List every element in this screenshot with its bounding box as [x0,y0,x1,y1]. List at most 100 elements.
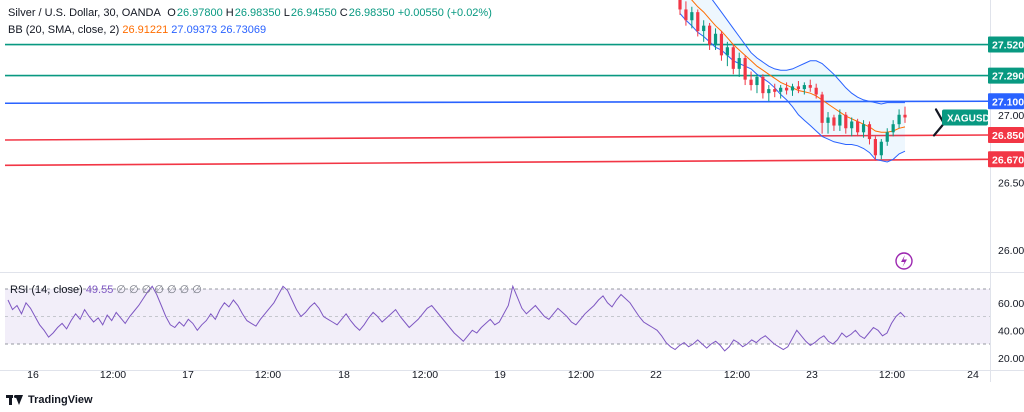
candle-body [737,58,741,69]
price-tick-label: 26.000 [998,245,1024,257]
candle-body [678,0,682,10]
bb-label: BB (20, SMA, close, 2) [8,24,120,36]
candle-body [885,132,889,142]
grid [0,0,1024,382]
close-label: C [339,7,348,19]
symbol-tag-label: XAGUSD [947,113,990,124]
tradingview-icon [6,395,24,405]
level-price-label: 27.290 [992,71,1024,83]
candlesticks [678,0,907,161]
bb-basis-value: 26.91221 [122,24,169,36]
candle-body [743,58,747,80]
rsi-line [7,284,906,352]
candle-body [879,141,883,156]
candle-body [779,87,783,92]
time-tick-label: 19 [494,369,506,381]
rsi-value: 49.55 [85,284,114,296]
bb-lower-value: 26.73069 [220,24,267,36]
candle-body [725,47,729,56]
open-value: 26.97800 [176,7,223,19]
change-value: +0.00550 (+0.02%) [397,7,492,19]
candle-body [719,33,724,56]
candle-body [850,121,854,129]
symbol-tag [942,109,988,126]
time-tick-label: 16 [27,369,39,381]
low-label: L [283,7,290,19]
level-price-tag [988,36,1024,53]
rsi-legend[interactable]: RSI (14, close) 49.55 ∅ ∅ ∅ ∅ ∅ ∅ ∅ [10,283,202,296]
bb-upper-value: 27.09373 [171,24,218,36]
time-tick-label: 18 [338,369,350,381]
time-tick-label: 12:00 [879,369,905,381]
time-tick-label: 12:00 [568,369,594,381]
candle-body [696,12,700,32]
time-axis[interactable]: 16 12:00 17 12:00 18 12:00 19 12:00 22 12:00 23 12:… [27,369,979,381]
horizontal-levels[interactable] [4,43,991,167]
tradingview-brand: TradingView [28,394,93,406]
candle-body [867,124,872,140]
level-line [4,100,991,105]
time-tick-label: 22 [650,369,662,381]
candle-body [814,87,818,95]
time-tick-label: 12:00 [412,369,438,381]
rsi-tick-label: 40.00 [998,325,1024,337]
level-price-tag [988,93,1024,110]
level-price-label: 27.520 [992,40,1024,52]
rsi-label: RSI (14, close) [10,284,83,296]
level-price-label: 26.850 [992,130,1024,142]
symbol-legend[interactable]: Silver / U.S. Dollar, 30, OANDA O26.9780… [8,7,492,19]
level-line [4,134,991,141]
open-label: O [167,7,176,19]
candle-body [796,86,801,90]
candle-body [826,117,830,123]
candle-body [856,121,860,133]
candle-body [844,114,848,129]
price-tick-label: 27.000 [998,110,1024,122]
candle-body [784,87,789,91]
time-tick-label: 12:00 [100,369,126,381]
bollinger-bands [679,0,906,163]
symbol-title: Silver / U.S. Dollar, 30, OANDA [8,7,161,19]
candle-body [838,114,842,126]
candle-body [802,85,806,90]
candle-body [713,33,718,45]
candle-body [684,9,688,21]
bb-legend[interactable]: BB (20, SMA, close, 2) 26.91221 27.09373… [8,24,266,36]
candle-body [897,114,901,125]
rsi-tick-label: 20.00 [998,353,1024,365]
rsi-tick-label: 60.00 [998,298,1024,310]
bb-upper-line [711,0,905,105]
candle-body [761,76,765,94]
bb-lower-line [679,13,906,163]
candle-body [773,89,777,92]
candle-body [767,89,771,94]
time-tick-label: 23 [806,369,818,381]
lightning-bolt [901,255,907,267]
price-axis[interactable]: 27.000 26.500 26.000 27.520 27.290 27.100 26.8… [942,36,1024,365]
high-label: H [225,7,234,19]
level-price-tag [988,151,1024,168]
candle-body [891,124,895,133]
rsi-pane [5,284,990,352]
lightning-icon[interactable] [895,252,913,270]
candle-body [708,25,712,45]
candle-body [903,114,907,118]
candle-body [861,124,866,133]
candle-body [749,79,753,86]
candle-body [702,25,706,32]
candle-body [755,76,759,86]
level-price-tag [988,127,1024,143]
bb-fill [680,0,905,162]
high-value: 26.98350 [234,7,281,19]
level-price-label: 27.100 [992,96,1024,108]
tradingview-logo[interactable]: TradingView [6,394,93,406]
level-line [4,158,991,167]
candle-body [731,47,735,69]
candle-body [873,139,877,156]
price-tick-label: 26.500 [998,177,1024,189]
close-value: 26.98350 [348,7,395,19]
time-tick-label: 12:00 [724,369,750,381]
candle-body [808,85,812,88]
level-price-label: 26.670 [992,154,1024,166]
